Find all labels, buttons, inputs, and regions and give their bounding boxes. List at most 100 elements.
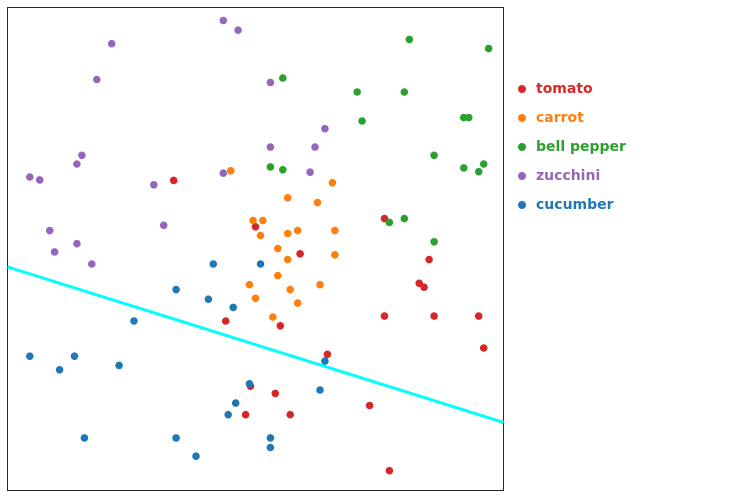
point-zucchini: [45, 226, 54, 235]
point-carrot: [274, 244, 282, 253]
point-bell-pepper: [400, 88, 409, 96]
point-tomato: [251, 223, 260, 231]
legend-item-bell-pepper: bell pepper: [518, 132, 626, 161]
point-bell-pepper: [266, 163, 275, 171]
point-tomato: [425, 255, 433, 264]
point-bell-pepper: [353, 88, 362, 96]
point-zucchini: [159, 221, 168, 230]
legend-label-bell-pepper: bell pepper: [536, 138, 626, 155]
legend-label-cucumber: cucumber: [536, 196, 614, 213]
point-cucumber: [266, 443, 275, 452]
legend-label-zucchini: zucchini: [536, 167, 601, 184]
point-bell-pepper: [479, 160, 488, 168]
legend-label-carrot: carrot: [536, 109, 584, 126]
point-bell-pepper: [385, 218, 394, 227]
point-bell-pepper: [460, 164, 468, 172]
point-carrot: [293, 299, 302, 307]
point-zucchini: [219, 16, 228, 25]
legend: tomato carrot bell pepper zucchini cucum…: [518, 74, 626, 219]
point-cucumber: [266, 434, 275, 442]
point-cucumber: [245, 380, 254, 388]
point-cucumber: [256, 260, 265, 268]
point-tomato: [221, 317, 230, 325]
point-cucumber: [204, 295, 213, 304]
point-bell-pepper: [484, 44, 493, 53]
point-carrot: [245, 280, 254, 289]
point-tomato: [365, 401, 374, 410]
point-cucumber: [229, 303, 237, 312]
point-cucumber: [231, 399, 240, 407]
point-carrot: [331, 226, 339, 235]
point-cucumber: [316, 386, 324, 394]
point-bell-pepper: [279, 74, 287, 82]
point-cucumber: [192, 452, 200, 461]
point-cucumber: [55, 366, 64, 374]
point-cucumber: [321, 357, 329, 365]
point-zucchini: [321, 124, 329, 133]
point-carrot: [251, 294, 260, 303]
point-cucumber: [172, 285, 180, 294]
point-tomato: [271, 389, 280, 398]
point-zucchini: [306, 168, 314, 176]
decision-boundary-line: [7, 265, 504, 424]
point-zucchini: [150, 181, 158, 189]
point-carrot: [316, 280, 324, 289]
point-bell-pepper: [474, 167, 483, 176]
point-tomato: [380, 312, 389, 320]
point-zucchini: [107, 39, 116, 48]
point-tomato: [276, 322, 285, 330]
legend-item-cucumber: cucumber: [518, 190, 626, 219]
point-zucchini: [266, 78, 275, 87]
point-carrot: [226, 167, 235, 175]
point-bell-pepper: [430, 238, 438, 246]
point-bell-pepper: [465, 113, 473, 122]
point-carrot: [286, 285, 295, 294]
legend-marker-tomato: [518, 84, 526, 93]
point-cucumber: [209, 260, 218, 268]
point-carrot: [274, 271, 282, 280]
point-zucchini: [73, 160, 81, 168]
point-carrot: [293, 226, 302, 235]
legend-item-carrot: carrot: [518, 103, 626, 132]
point-carrot: [249, 216, 257, 225]
point-tomato: [415, 279, 424, 288]
point-cucumber: [70, 352, 79, 361]
point-carrot: [269, 313, 277, 321]
point-zucchini: [93, 75, 101, 84]
point-tomato: [296, 250, 304, 258]
point-carrot: [313, 198, 322, 207]
point-bell-pepper: [279, 166, 287, 174]
legend-label-tomato: tomato: [536, 80, 593, 97]
point-cucumber: [115, 361, 123, 370]
point-tomato: [323, 350, 332, 359]
point-bell-pepper: [400, 214, 409, 223]
point-tomato: [430, 312, 438, 320]
scatter-points: [26, 16, 493, 475]
point-cucumber: [26, 352, 34, 361]
point-bell-pepper: [405, 35, 414, 44]
point-zucchini: [35, 176, 44, 184]
point-zucchini: [234, 26, 242, 34]
point-zucchini: [78, 151, 86, 160]
legend-marker-cucumber: [518, 200, 526, 209]
point-cucumber: [224, 410, 232, 419]
point-tomato: [479, 344, 488, 352]
point-zucchini: [311, 143, 319, 151]
point-zucchini: [266, 143, 275, 151]
point-tomato: [169, 176, 178, 185]
plot-frame: [7, 7, 504, 491]
point-carrot: [283, 255, 292, 264]
point-bell-pepper: [358, 117, 366, 125]
point-zucchini: [26, 173, 34, 181]
point-cucumber: [172, 434, 180, 442]
point-carrot: [283, 229, 292, 238]
point-carrot: [256, 231, 265, 240]
legend-item-tomato: tomato: [518, 74, 626, 103]
point-zucchini: [88, 260, 96, 268]
point-tomato: [474, 312, 483, 320]
legend-item-zucchini: zucchini: [518, 161, 626, 190]
point-tomato: [241, 410, 250, 419]
point-zucchini: [73, 239, 81, 248]
point-tomato: [385, 466, 394, 475]
